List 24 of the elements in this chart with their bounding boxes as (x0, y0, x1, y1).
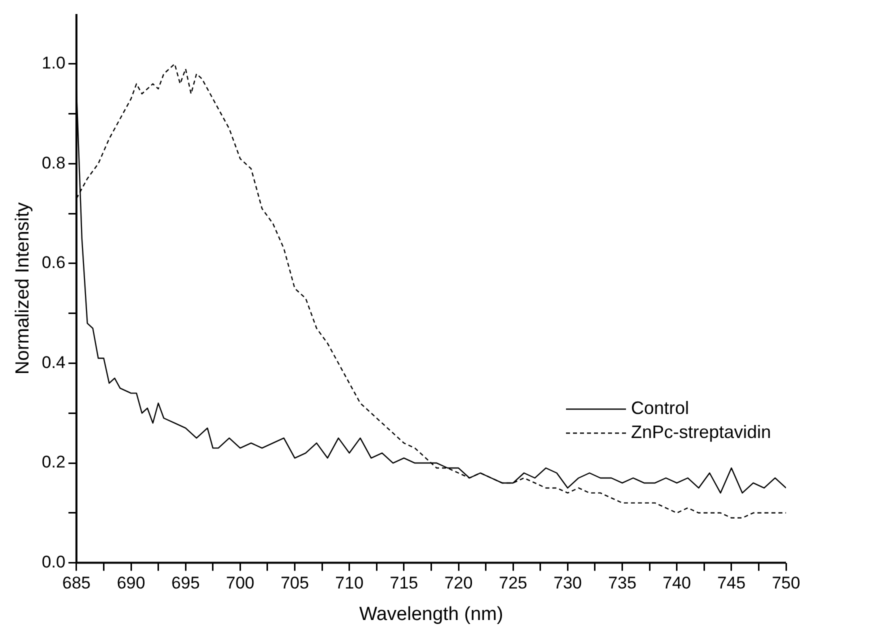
x-tick-label: 745 (717, 574, 746, 593)
x-tick-label: 710 (335, 574, 364, 593)
y-tick-label: 1.0 (42, 54, 66, 73)
y-tick-label: 0.4 (42, 352, 66, 372)
y-axis-title: Normalized Intensity (12, 202, 34, 374)
y-tick-label: 0.0 (42, 552, 66, 572)
x-axis-title: Wavelength (nm) (359, 604, 504, 625)
x-tick-label: 725 (498, 574, 528, 593)
x-tick-label: 690 (116, 574, 146, 593)
x-tick-label: 700 (226, 574, 254, 593)
x-tick-label: 685 (62, 574, 91, 593)
x-tick-label: 715 (390, 574, 418, 593)
x-tick-label: 720 (444, 574, 473, 593)
legend-label: ZnPc-streptavidin (631, 422, 772, 442)
x-tick-label: 730 (553, 574, 582, 593)
x-tick-label: 750 (772, 574, 800, 593)
x-tick-label: 740 (662, 574, 692, 593)
x-tick-label: 705 (280, 574, 309, 593)
x-tick-label: 695 (171, 574, 200, 593)
x-tick-label: 735 (608, 574, 636, 593)
legend-label: Control (631, 398, 690, 418)
y-tick-label: 0.8 (42, 153, 66, 172)
y-tick-label: 0.6 (42, 253, 66, 272)
y-tick-label: 0.2 (42, 452, 66, 472)
